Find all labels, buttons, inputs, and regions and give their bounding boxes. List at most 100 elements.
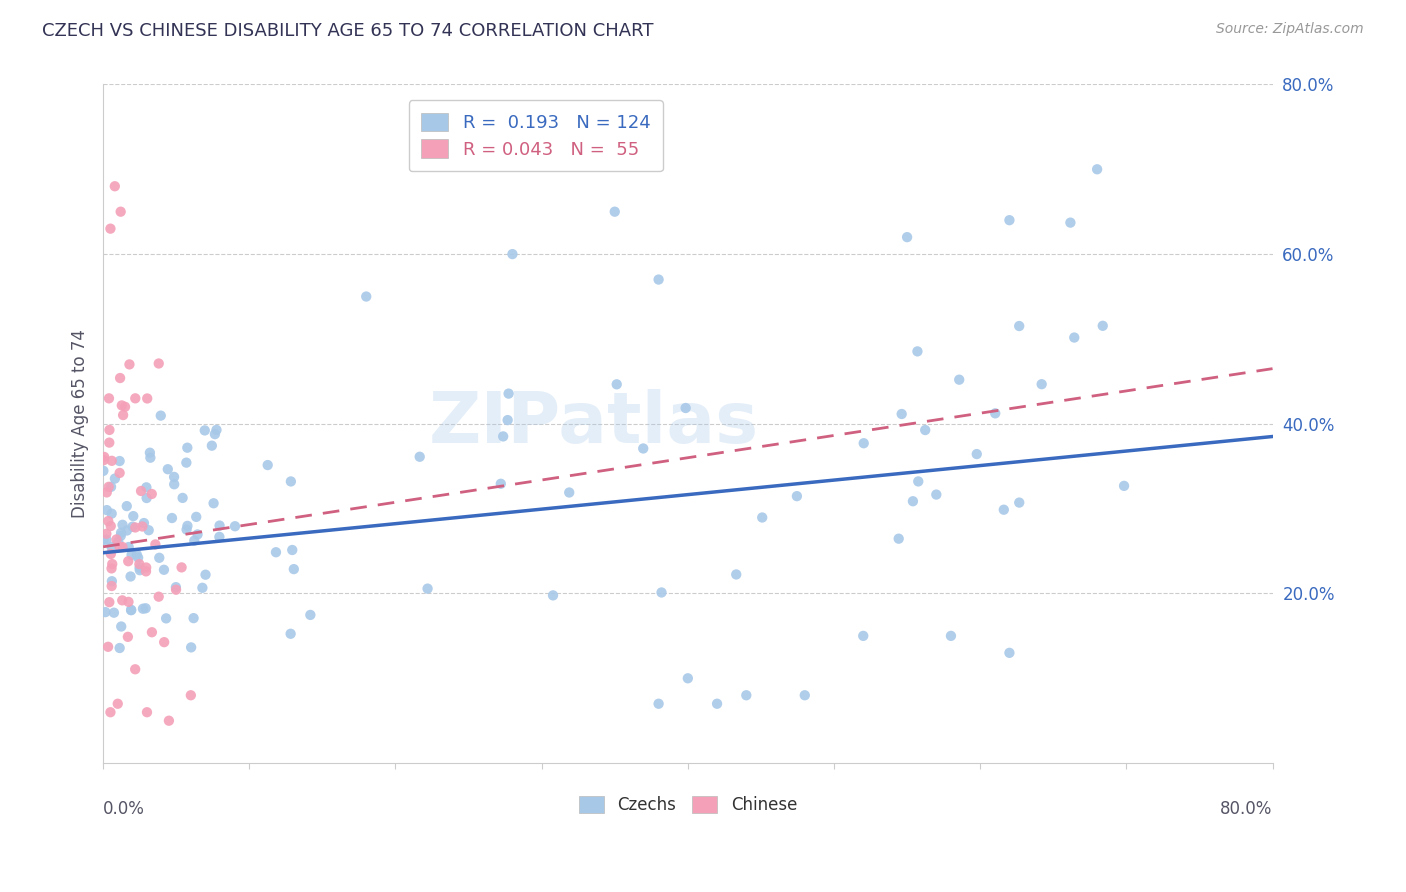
Point (1059, 216, 1081, 230)
Point (104, 179, 127, 194)
Point (264, 545, 287, 559)
Point (176, 441, 198, 455)
Point (676, 671, 699, 685)
Point (138, 523, 160, 537)
Point (416, 582, 439, 596)
Point (501, 247, 523, 261)
Point (97, 480, 120, 494)
Point (100, 540, 122, 554)
Point (136, 392, 159, 406)
Point (647, 272, 669, 286)
Point (101, 574, 124, 589)
Point (647, 697, 669, 711)
Point (1008, 495, 1031, 509)
Point (1031, 377, 1053, 392)
Point (96, 526, 118, 541)
Point (129, 483, 152, 498)
Point (191, 581, 214, 595)
Point (97, 640, 120, 654)
Point (110, 525, 132, 540)
Point (115, 499, 138, 513)
Point (108, 640, 131, 655)
Point (111, 540, 134, 554)
Point (135, 565, 157, 579)
Point (136, 705, 159, 719)
Point (117, 595, 139, 609)
Point (489, 476, 512, 491)
Text: ZIPatlas: ZIPatlas (429, 389, 759, 458)
Point (148, 590, 170, 604)
Point (793, 688, 815, 702)
Point (100, 221, 122, 235)
Point (100, 705, 122, 719)
Point (283, 562, 305, 576)
Point (139, 450, 162, 465)
Point (1085, 162, 1108, 177)
Point (280, 627, 302, 641)
Point (172, 491, 194, 505)
Point (124, 392, 146, 406)
Point (98, 435, 121, 450)
Point (852, 436, 875, 450)
Point (128, 561, 150, 575)
Point (993, 502, 1015, 516)
Point (93, 453, 115, 467)
Point (110, 529, 132, 543)
Point (194, 567, 217, 582)
Point (1091, 318, 1114, 333)
Point (100, 507, 122, 521)
Point (194, 424, 217, 438)
Point (183, 611, 205, 625)
Point (101, 454, 124, 468)
Point (125, 548, 148, 562)
Text: 0.0%: 0.0% (103, 800, 145, 819)
Point (128, 557, 150, 571)
Point (96, 485, 118, 500)
Point (176, 456, 198, 470)
Point (148, 357, 170, 371)
Point (907, 475, 929, 489)
Point (117, 630, 139, 644)
Point (914, 423, 936, 437)
Point (135, 491, 157, 505)
Point (163, 470, 186, 484)
Point (111, 517, 134, 532)
Point (651, 585, 673, 599)
Point (186, 509, 208, 524)
Point (108, 371, 131, 385)
Legend: Czechs, Chinese: Czechs, Chinese (571, 788, 806, 822)
Point (205, 423, 228, 437)
Point (110, 204, 132, 219)
Point (224, 519, 246, 533)
Point (96, 533, 118, 547)
Point (409, 450, 432, 464)
Point (111, 593, 134, 607)
Point (165, 582, 187, 597)
Point (104, 472, 127, 486)
Point (156, 462, 179, 476)
Point (901, 494, 924, 508)
Point (111, 399, 134, 413)
Point (128, 563, 150, 577)
Point (998, 646, 1021, 660)
Point (100, 561, 122, 575)
Point (280, 475, 302, 489)
Point (98, 595, 121, 609)
Point (101, 557, 124, 571)
Point (183, 533, 205, 548)
Point (751, 510, 773, 524)
Point (141, 487, 163, 501)
Point (887, 532, 910, 546)
Point (201, 439, 224, 453)
Point (120, 603, 142, 617)
Point (114, 400, 136, 414)
Text: 80.0%: 80.0% (1220, 800, 1272, 819)
Point (606, 377, 628, 392)
Point (187, 527, 209, 541)
Point (631, 442, 654, 456)
Point (121, 519, 143, 533)
Point (108, 540, 131, 554)
Point (492, 429, 515, 443)
Point (163, 477, 186, 491)
Point (98, 392, 121, 406)
